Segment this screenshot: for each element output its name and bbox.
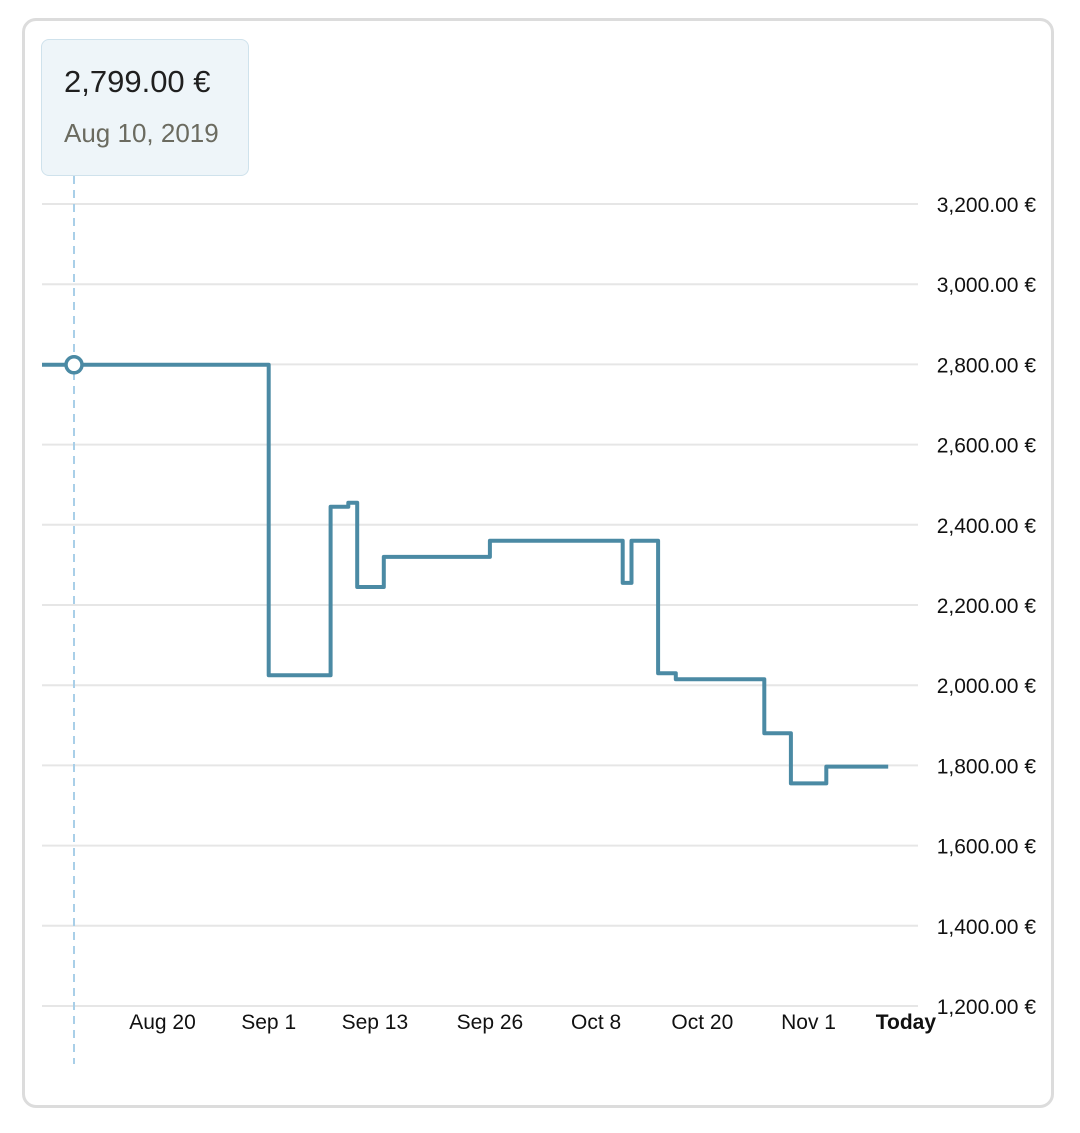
y-tick-label: 2,000.00 € <box>937 675 1037 698</box>
x-tick-label: Aug 20 <box>129 1011 196 1034</box>
x-tick-label: Oct 20 <box>671 1011 733 1034</box>
x-axis-ticks: Aug 20 Sep 1 Sep 13 Sep 26 Oct 8 Oct 20 Nov 1 T… <box>129 1011 936 1034</box>
y-tick-label: 2,200.00 € <box>937 595 1037 618</box>
tooltip-date: Aug 10, 2019 <box>64 118 219 148</box>
y-tick-label: 2,800.00 € <box>937 354 1037 377</box>
y-axis-ticks: 3,200.00 € 3,000.00 € 2,800.00 € 2,600.00 €… <box>937 194 1037 1019</box>
price-series-line[interactable] <box>42 362 889 786</box>
y-tick-label: 3,200.00 € <box>937 194 1037 217</box>
x-tick-label-today: Today <box>876 1011 937 1034</box>
tooltip-price: 2,799.00 € <box>64 64 211 99</box>
highlight-point-marker[interactable] <box>64 355 84 375</box>
x-tick-label: Oct 8 <box>571 1011 621 1034</box>
y-tick-label: 1,400.00 € <box>937 916 1037 939</box>
x-tick-label: Sep 26 <box>457 1011 524 1034</box>
y-tick-label: 1,200.00 € <box>937 996 1037 1019</box>
y-tick-label: 1,800.00 € <box>937 755 1037 778</box>
grid-lines <box>42 203 918 1007</box>
y-tick-label: 2,600.00 € <box>937 435 1037 458</box>
x-tick-label: Sep 13 <box>342 1011 409 1034</box>
y-tick-label: 2,400.00 € <box>937 515 1037 538</box>
x-tick-label: Nov 1 <box>781 1011 836 1034</box>
y-tick-label: 3,000.00 € <box>937 274 1037 297</box>
price-tooltip: 2,799.00 € Aug 10, 2019 <box>41 39 249 176</box>
y-tick-label: 1,600.00 € <box>937 836 1037 859</box>
x-tick-label: Sep 1 <box>241 1011 296 1034</box>
